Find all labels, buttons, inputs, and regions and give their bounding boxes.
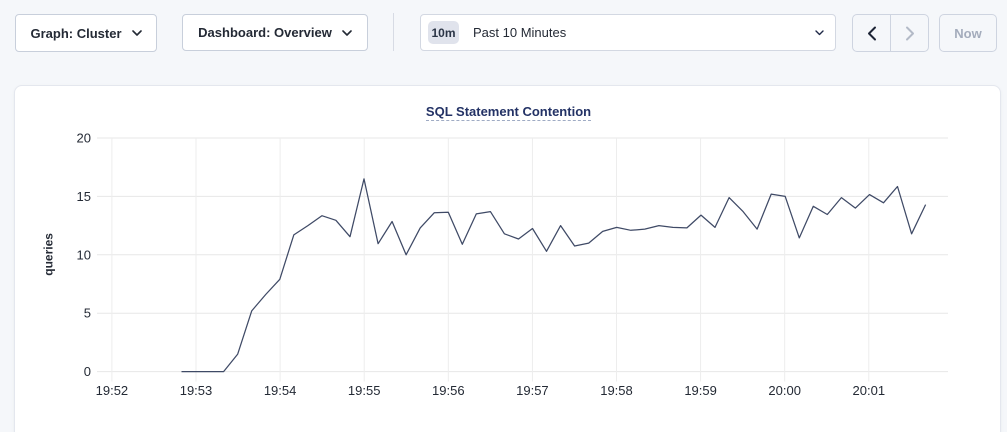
svg-text:19:55: 19:55 [348, 383, 381, 398]
svg-text:20:00: 20:00 [768, 383, 801, 398]
svg-text:19:52: 19:52 [96, 383, 129, 398]
svg-text:19:59: 19:59 [684, 383, 717, 398]
svg-text:19:54: 19:54 [264, 383, 297, 398]
svg-text:10: 10 [77, 247, 91, 262]
svg-text:19:58: 19:58 [600, 383, 633, 398]
svg-text:0: 0 [84, 364, 91, 379]
svg-text:15: 15 [77, 189, 91, 204]
svg-text:20: 20 [77, 131, 91, 146]
svg-text:19:53: 19:53 [180, 383, 213, 398]
svg-text:5: 5 [84, 306, 91, 321]
svg-text:19:57: 19:57 [516, 383, 549, 398]
svg-text:20:01: 20:01 [853, 383, 886, 398]
svg-text:queries: queries [42, 233, 56, 276]
svg-text:19:56: 19:56 [432, 383, 465, 398]
